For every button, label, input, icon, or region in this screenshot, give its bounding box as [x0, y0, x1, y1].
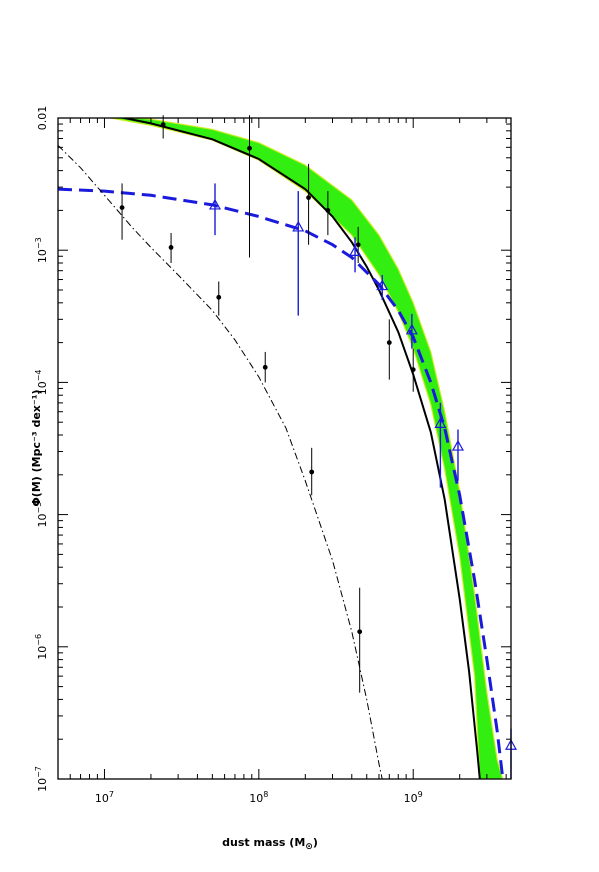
confidence-band-area: [107, 118, 504, 779]
y-tick-label: 10−6: [34, 634, 49, 660]
data-point-black: [262, 364, 268, 370]
data-point-black: [325, 208, 331, 213]
data-point-black: [119, 205, 125, 211]
model-curves: [58, 118, 505, 779]
data-point-blue-triangle: [349, 245, 362, 256]
data-point-blue-triangle: [434, 417, 447, 428]
axis-ticks: [57, 117, 511, 780]
data-points: [119, 115, 518, 779]
y-tick-label: 10−3: [34, 237, 49, 263]
solid-fit-curve: [119, 118, 481, 779]
data-point-blue-triangle: [451, 439, 465, 451]
x-tick-label: 108: [249, 790, 268, 805]
confidence-band: [107, 118, 504, 779]
data-point-black: [355, 242, 361, 248]
plot-frame: [57, 117, 512, 780]
y-tick-label: 10−7: [34, 766, 49, 792]
data-point-black: [306, 195, 311, 200]
y-axis-title: Φ(M) (Mpc⁻³ dex⁻¹): [30, 389, 43, 506]
data-point-black: [357, 629, 363, 635]
y-tick-labels: 0.01 10−3 10−4 10−5 10−6 10−7: [34, 106, 49, 792]
data-point-black: [309, 469, 315, 475]
data-point-black: [247, 145, 252, 151]
data-point-blue-triangle: [292, 220, 305, 232]
data-point-black: [410, 367, 416, 372]
x-tick-label: 107: [95, 790, 114, 805]
y-tick-label: 10−5: [34, 502, 49, 528]
x-axis-title: dust mass (M⊙): [222, 836, 318, 852]
data-point-black: [386, 340, 392, 346]
data-point-black: [216, 294, 222, 300]
dashed-fit-curve: [58, 187, 505, 779]
data-point-blue-triangle: [208, 198, 222, 210]
data-point-blue-triangle: [405, 323, 418, 335]
x-tick-labels: 107 108 109: [95, 790, 423, 805]
y-tick-label: 0.01: [36, 106, 49, 131]
data-point-black: [160, 122, 166, 128]
dashdot-fit-curve: [58, 145, 383, 779]
x-tick-label: 109: [404, 790, 423, 805]
data-point-blue-triangle: [376, 279, 389, 291]
data-point-black: [168, 244, 174, 250]
y-tick-label: 10−4: [34, 370, 49, 396]
